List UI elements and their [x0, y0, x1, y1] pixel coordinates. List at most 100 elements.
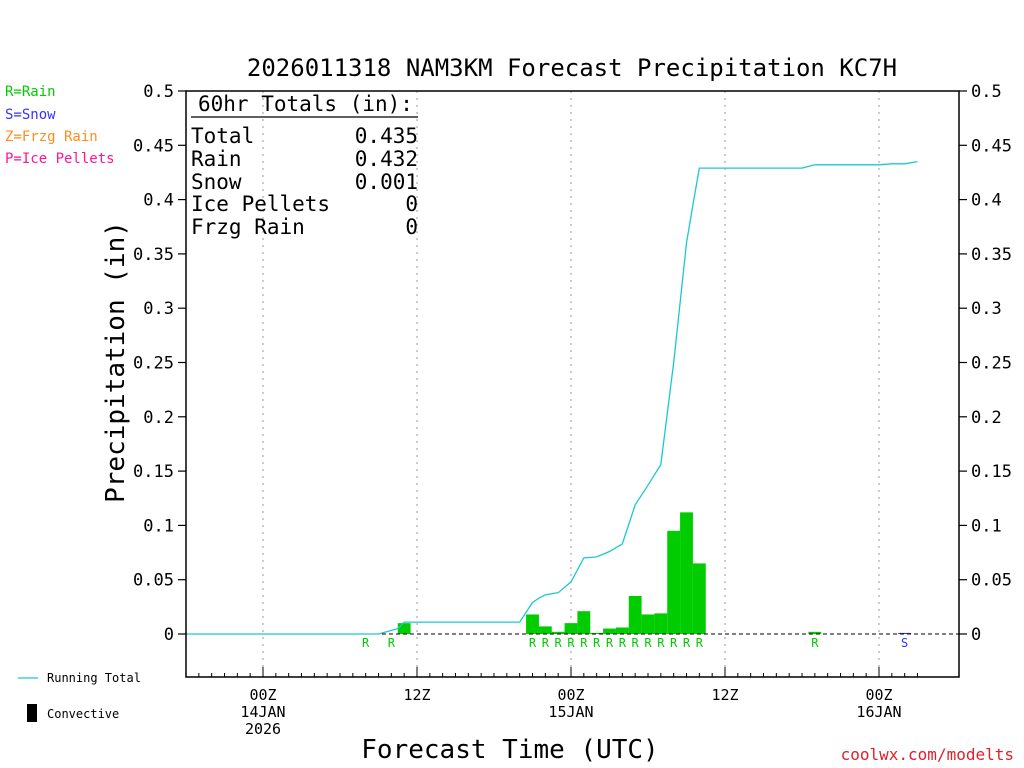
precip-type-letter-12: R: [657, 636, 665, 650]
precip-type-letter-16: R: [811, 636, 819, 650]
precip-type-letter-15: R: [696, 636, 704, 650]
bar-15: [692, 563, 706, 634]
x-tick-label-0-2: 14JAN: [240, 703, 285, 721]
plot-frame-group: [178, 90, 967, 678]
series-legend: Running Total Convective: [18, 671, 141, 722]
legend-rain: R=Rain: [5, 84, 56, 100]
y-tick-label-right-1: 0.45: [971, 136, 1012, 156]
precip-type-letter-3: R: [542, 636, 550, 650]
legend-frzg-rain: Z=Frzg Rain: [5, 129, 98, 145]
bar-1: [397, 623, 411, 634]
y-tick-label-left-8: 0.1: [143, 516, 174, 536]
precip-type-letter-6: R: [580, 636, 588, 650]
totals-rain-label: Rain: [191, 147, 242, 171]
y-tick-label-right-7: 0.15: [971, 462, 1012, 482]
totals-icepellets-value: 0: [405, 192, 418, 216]
x-tick-label-4-2: 16JAN: [856, 703, 901, 721]
plot-frame: [185, 90, 960, 678]
y-tick-label-right-6: 0.2: [971, 408, 1002, 428]
y-tick-label-left-6: 0.2: [143, 408, 174, 428]
y-tick-label-left-5: 0.25: [133, 354, 174, 374]
totals-frzgrain-label: Frzg Rain: [191, 215, 305, 239]
precip-type-letter-11: R: [644, 636, 652, 650]
y-tick-label-left-7: 0.15: [133, 462, 174, 482]
bar-12: [654, 613, 668, 634]
totals-box: 60hr Totals (in): Total 0.435 Rain 0.432…: [191, 92, 418, 239]
bar-10: [628, 595, 642, 634]
totals-header: 60hr Totals (in):: [198, 92, 413, 116]
bar-5: [564, 623, 578, 634]
totals-frzgrain-value: 0: [405, 215, 418, 239]
bar-17: [898, 632, 912, 634]
precip-type-letter-7: R: [593, 636, 601, 650]
x-axis-label: Forecast Time (UTC): [361, 735, 658, 765]
totals-snow-label: Snow: [191, 170, 242, 194]
bar-2: [526, 614, 539, 634]
x-tick-label-1-1: 12Z: [403, 686, 430, 704]
y-tick-label-left-1: 0.45: [133, 136, 174, 156]
y-tick-label-right-3: 0.35: [971, 245, 1012, 265]
bar-4: [551, 631, 565, 634]
totals-snow-value: 0.001: [355, 170, 418, 194]
y-axis-label: Precipitation (in): [101, 221, 131, 503]
precip-type-letter-0: R: [362, 636, 370, 650]
y-tick-label-left-10: 0: [164, 625, 174, 645]
totals-rain-value: 0.432: [355, 147, 418, 171]
convective-legend-swatch: [27, 704, 37, 722]
y-tick-label-right-5: 0.25: [971, 354, 1012, 374]
totals-icepellets-label: Ice Pellets: [191, 192, 330, 216]
bar-9: [615, 627, 629, 634]
bar-3: [538, 626, 552, 634]
bar-14: [680, 512, 693, 634]
precip-type-letter-2: R: [529, 636, 537, 650]
precip-type-letter-8: R: [606, 636, 614, 650]
bar-8: [603, 628, 616, 634]
precip-type-letter-14: R: [683, 636, 691, 650]
precip-type-legend: R=Rain S=Snow Z=Frzg Rain P=Ice Pellets: [5, 84, 115, 167]
y-tick-labels: 0.5 0.5 0.45 0.45 0.4 0.4 0.35 0.35 0.3 0.3 0.25 0.…: [133, 82, 1012, 645]
y-tick-label-left-2: 0.4: [143, 191, 174, 211]
x-tick-label-2-2: 15JAN: [548, 703, 593, 721]
y-tick-label-right-0: 0.5: [971, 82, 1002, 102]
bar-11: [641, 614, 655, 634]
precip-type-letter-17: S: [901, 636, 908, 650]
totals-total-label: Total: [191, 124, 254, 148]
precip-type-letter-1: R: [388, 636, 396, 650]
y-tick-label-left-0: 0.5: [143, 82, 174, 102]
y-tick-label-right-10: 0: [971, 625, 981, 645]
y-tick-label-right-8: 0.1: [971, 516, 1002, 536]
totals-total-value: 0.435: [355, 124, 418, 148]
running-total-line: [186, 160, 918, 635]
bar-16: [808, 631, 822, 634]
legend-snow: S=Snow: [5, 107, 56, 123]
precip-type-letter-13: R: [670, 636, 678, 650]
credit-text: coolwx.com/modelts: [841, 745, 1014, 764]
legend-running-total: Running Total: [47, 671, 141, 685]
precip-type-letter-10: R: [632, 636, 640, 650]
y-tick-label-right-9: 0.05: [971, 571, 1012, 591]
x-tick-label-0-1: 00Z: [249, 686, 276, 704]
bar-series: [397, 512, 912, 634]
x-tick-label-3-1: 12Z: [711, 686, 738, 704]
running-total-series: [186, 160, 918, 635]
y-tick-label-left-9: 0.05: [133, 571, 174, 591]
bar-13: [667, 530, 681, 634]
precip-type-letter-5: R: [567, 636, 575, 650]
chart-title: 2026011318 NAM3KM Forecast Precipitation…: [247, 54, 897, 82]
legend-convective: Convective: [47, 707, 119, 721]
y-tick-label-left-4: 0.3: [143, 299, 174, 319]
bar-6: [577, 611, 591, 634]
bar-7: [590, 632, 604, 634]
x-tick-label-0-3: 2026: [245, 720, 281, 738]
y-tick-label-left-3: 0.35: [133, 245, 174, 265]
precip-type-letter-9: R: [619, 636, 627, 650]
legend-ice-pellets: P=Ice Pellets: [5, 151, 115, 167]
x-tick-label-2-1: 00Z: [557, 686, 584, 704]
precip-type-letter-4: R: [555, 636, 563, 650]
y-tick-label-right-2: 0.4: [971, 191, 1002, 211]
x-tick-label-4-1: 00Z: [865, 686, 892, 704]
y-tick-label-right-4: 0.3: [971, 299, 1002, 319]
